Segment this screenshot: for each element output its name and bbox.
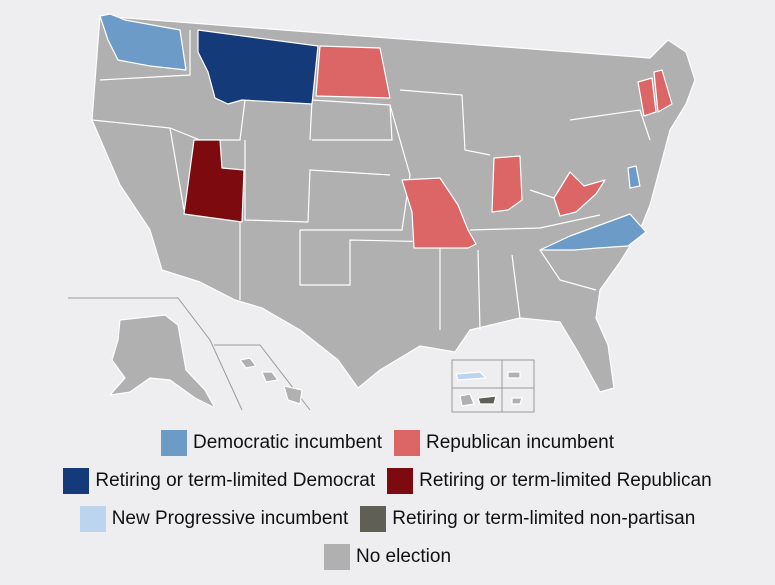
legend-label: New Progressive incumbent xyxy=(111,508,349,529)
legend-item-retiring-democrat: Retiring or term-limited Democrat xyxy=(63,468,375,494)
us-map xyxy=(68,13,696,413)
state-west-virginia[interactable] xyxy=(553,171,606,217)
legend-swatch xyxy=(394,430,420,456)
legend-swatch xyxy=(63,468,90,494)
state-alaska[interactable] xyxy=(109,314,216,409)
territory-guam-marianas[interactable] xyxy=(459,393,475,407)
legend-swatch xyxy=(79,506,106,532)
legend-swatch xyxy=(360,506,387,532)
legend-swatch xyxy=(160,430,187,456)
legend-row: Democratic incumbent Republican incumbent xyxy=(0,424,775,462)
state-vermont[interactable] xyxy=(637,77,657,117)
legend-swatch xyxy=(387,468,414,494)
territory-puerto-rico[interactable] xyxy=(455,371,487,381)
state-north-carolina[interactable] xyxy=(539,213,647,251)
legend-item-no-election: No election xyxy=(323,544,452,570)
legend-item-retiring-nonpartisan: Retiring or term-limited non-partisan xyxy=(360,506,695,532)
legend-row: New Progressive incumbent Retiring or ter… xyxy=(0,500,775,538)
territory-northern-islands[interactable] xyxy=(511,397,523,405)
legend-label: No election xyxy=(355,546,452,567)
territory-american-samoa[interactable] xyxy=(477,395,497,405)
state-north-dakota[interactable] xyxy=(315,45,391,99)
state-utah[interactable] xyxy=(183,139,245,223)
legend-label: Democratic incumbent xyxy=(192,432,382,453)
state-montana[interactable] xyxy=(197,29,319,105)
state-hawaii[interactable] xyxy=(239,357,303,405)
legend-label: Republican incumbent xyxy=(426,432,615,453)
legend-label: Retiring or term-limited non-partisan xyxy=(392,508,696,529)
legend-label: Retiring or term-limited Democrat xyxy=(95,470,376,491)
legend-swatch xyxy=(323,544,350,570)
state-delaware[interactable] xyxy=(627,165,641,189)
us-landmass xyxy=(91,15,696,393)
state-indiana[interactable] xyxy=(491,155,523,213)
legend-item-democratic-incumbent: Democratic incumbent xyxy=(160,430,382,456)
legend-label: Retiring or term-limited Republican xyxy=(419,470,712,491)
territory-virgin-islands[interactable] xyxy=(507,371,521,379)
legend-item-republican-incumbent: Republican incumbent xyxy=(394,430,614,456)
state-missouri[interactable] xyxy=(401,177,477,249)
map-legend: Democratic incumbent Republican incumbent… xyxy=(0,424,775,576)
alaska-hawaii-inset xyxy=(68,297,311,411)
territories-inset xyxy=(451,359,535,413)
legend-row: No election xyxy=(0,538,775,576)
state-new-hampshire[interactable] xyxy=(653,69,673,113)
legend-item-new-progressive: New Progressive incumbent xyxy=(79,506,349,532)
state-washington[interactable] xyxy=(99,13,187,71)
legend-row: Retiring or term-limited Democrat Retirin… xyxy=(0,462,775,500)
contiguous-us xyxy=(91,15,696,393)
legend-item-retiring-republican: Retiring or term-limited Republican xyxy=(387,468,712,494)
